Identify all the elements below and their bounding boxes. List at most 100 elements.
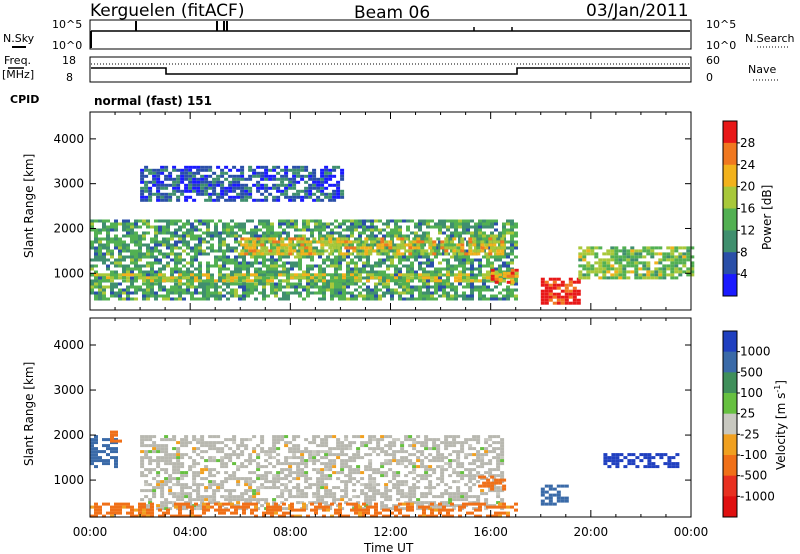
heatmap-cell: [438, 288, 442, 292]
heatmap-cell: [642, 276, 647, 280]
heatmap-cell: [396, 489, 401, 493]
heatmap-cell: [440, 474, 445, 478]
heatmap-cell: [150, 276, 154, 280]
heatmap-cell: [300, 474, 305, 478]
heatmap-cell: [382, 222, 386, 226]
heatmap-cell: [286, 219, 290, 223]
heatmap-cell: [222, 249, 226, 253]
heatmap-cell: [226, 234, 230, 238]
heatmap-cell: [356, 471, 361, 475]
heatmap-cell: [150, 261, 154, 265]
heatmap-cell: [388, 435, 393, 439]
heatmap-cell: [446, 228, 450, 232]
heatmap-cell: [238, 240, 242, 244]
heatmap-cell: [138, 511, 142, 515]
heatmap-cell: [611, 453, 616, 457]
heatmap-cell: [276, 165, 281, 169]
heatmap-cell: [344, 444, 349, 448]
heatmap-cell: [174, 255, 178, 259]
heatmap-cell: [164, 198, 169, 202]
heatmap-cell: [690, 261, 695, 265]
heatmap-cell: [270, 273, 274, 277]
heatmap-cell: [224, 198, 229, 202]
heatmap-cell: [260, 198, 265, 202]
heatmap-cell: [178, 291, 182, 295]
heatmap-cell: [246, 505, 250, 509]
heatmap-cell: [304, 438, 309, 442]
heatmap-cell: [622, 252, 627, 256]
heatmap-cell: [690, 264, 695, 268]
heatmap-cell: [452, 498, 457, 502]
heatmap-cell: [222, 222, 226, 226]
heatmap-cell: [90, 279, 94, 283]
heatmap-cell: [310, 219, 314, 223]
heatmap-cell: [272, 435, 277, 439]
heatmap-cell: [482, 285, 486, 289]
heatmap-cell: [212, 444, 217, 448]
heatmap-cell: [190, 276, 194, 280]
heatmap-cell: [324, 237, 329, 241]
heatmap-cell: [498, 277, 503, 281]
heatmap-cell: [218, 243, 222, 247]
heatmap-cell: [366, 291, 370, 295]
heatmap-cell: [260, 252, 265, 256]
heatmap-cell: [122, 258, 126, 262]
heatmap-cell: [284, 192, 289, 196]
heatmap-cell: [114, 228, 118, 232]
heatmap-cell: [438, 261, 442, 265]
heatmap-cell: [354, 508, 358, 512]
heatmap-cell: [222, 267, 226, 271]
heatmap-cell: [358, 219, 362, 223]
heatmap-cell: [110, 294, 114, 298]
heatmap-cell: [224, 189, 229, 193]
heatmap-cell: [498, 258, 502, 262]
heatmap-cell: [118, 505, 122, 509]
heatmap-cell: [268, 174, 273, 178]
heatmap-cell: [486, 225, 490, 229]
heatmap-cell: [466, 285, 470, 289]
heatmap-cell: [198, 514, 202, 518]
heatmap-cell: [216, 195, 221, 199]
heatmap-cell: [468, 495, 473, 499]
heatmap-cell: [182, 282, 186, 286]
heatmap-cell: [446, 258, 450, 262]
heatmap-cell: [486, 285, 490, 289]
heatmap-cell: [334, 276, 338, 280]
heatmap-cell: [176, 462, 181, 466]
heatmap-cell: [412, 441, 417, 445]
heatmap-cell: [372, 438, 377, 442]
heatmap-cell: [264, 195, 269, 199]
heatmap-cell: [134, 285, 138, 289]
heatmap-cell: [482, 481, 487, 485]
heatmap-cell: [498, 255, 502, 259]
heatmap-cell: [614, 246, 619, 250]
heatmap-cell: [122, 255, 126, 259]
heatmap-cell: [386, 279, 390, 283]
heatmap-cell: [182, 264, 186, 268]
heatmap-cell: [308, 252, 313, 256]
heatmap-cell: [322, 234, 326, 238]
heatmap-cell: [330, 249, 334, 253]
heatmap-cell: [186, 514, 190, 518]
heatmap-cell: [472, 453, 477, 457]
heatmap-cell: [426, 258, 430, 262]
heatmap-cell: [134, 258, 138, 262]
heatmap-cell: [218, 255, 222, 259]
heatmap-cell: [90, 441, 94, 445]
heatmap-cell: [314, 508, 318, 512]
heatmap-cell: [630, 249, 635, 253]
heatmap-cell: [670, 276, 675, 280]
heatmap-cell: [442, 249, 446, 253]
heatmap-cell: [458, 279, 462, 283]
heatmap-cell: [164, 447, 169, 451]
nave-tick-top: 60: [706, 54, 720, 67]
heatmap-cell: [464, 498, 469, 502]
heatmap-cell: [276, 462, 281, 466]
heatmap-cell: [358, 276, 362, 280]
heatmap-cell: [272, 477, 277, 481]
heatmap-cell: [202, 297, 206, 301]
heatmap-cell: [408, 240, 413, 244]
heatmap-cell: [292, 450, 297, 454]
heatmap-cell: [304, 459, 309, 463]
heatmap-cell: [380, 243, 385, 247]
